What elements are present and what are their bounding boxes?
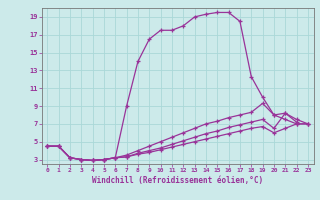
X-axis label: Windchill (Refroidissement éolien,°C): Windchill (Refroidissement éolien,°C)	[92, 176, 263, 185]
